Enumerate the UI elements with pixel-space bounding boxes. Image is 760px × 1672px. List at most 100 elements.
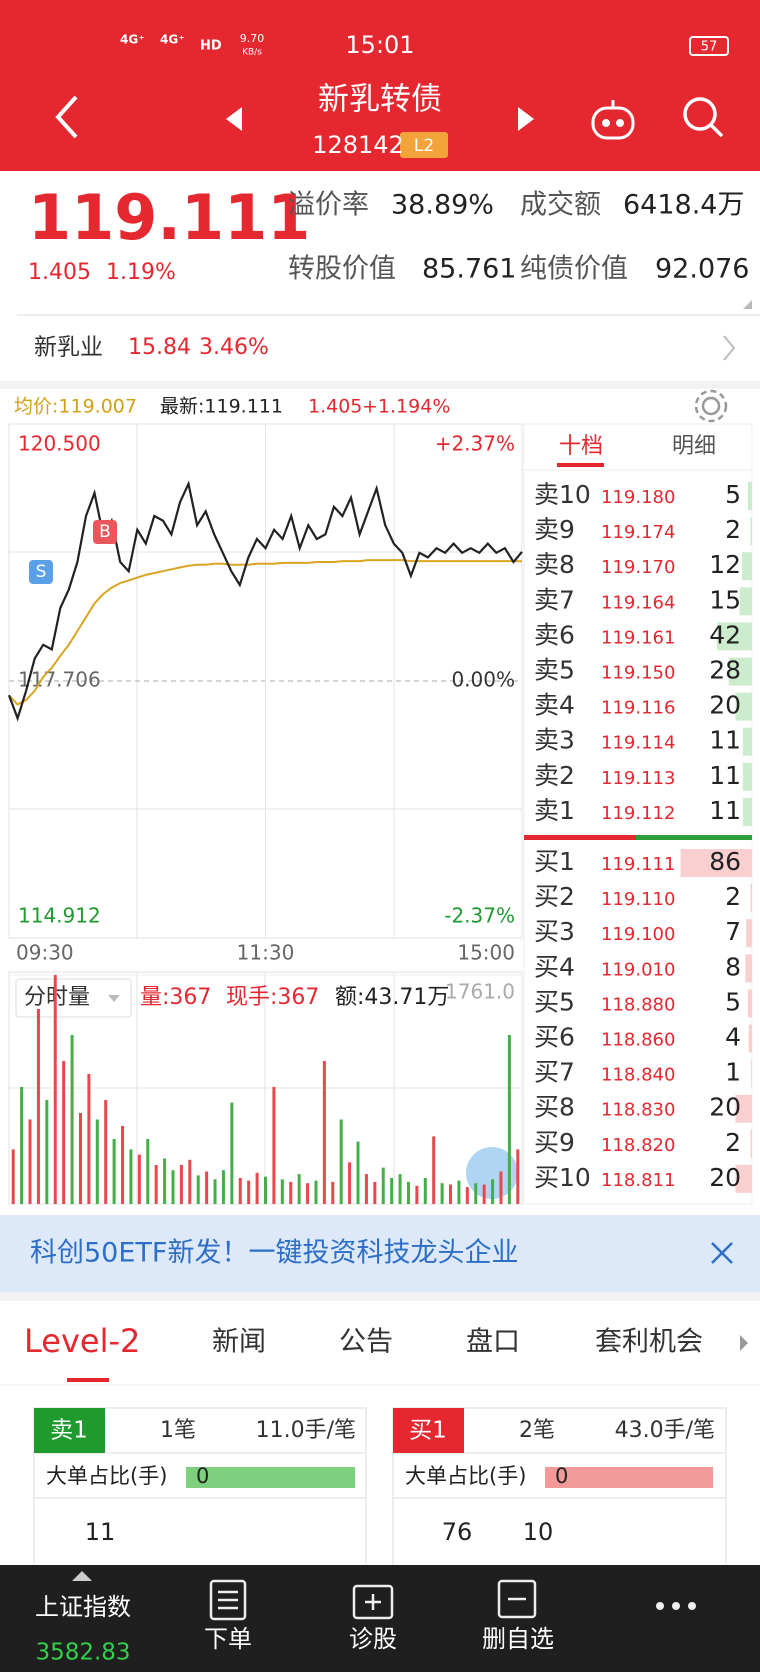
clock: 15:01	[345, 31, 414, 59]
sell-marker-label: S	[36, 562, 47, 582]
remove-icon[interactable]	[497, 1579, 537, 1619]
qty-bar	[750, 517, 752, 546]
order-icon[interactable]	[209, 1579, 247, 1621]
latest-label: 最新:119.111	[160, 396, 283, 418]
y-tick-label: 120.500	[18, 432, 101, 456]
label: 成交额	[520, 190, 601, 221]
level-qty: 4	[725, 1023, 741, 1052]
tab[interactable]: Level-2	[24, 1322, 140, 1360]
level-price: 118.811	[601, 1170, 675, 1191]
network: 4G⁺	[120, 33, 145, 47]
more-icon[interactable]	[656, 1602, 696, 1610]
nav-item[interactable]: 下单	[204, 1625, 252, 1653]
level-price: 119.010	[601, 959, 675, 980]
volume-bar	[348, 1162, 352, 1204]
battery-icon	[689, 36, 729, 56]
chg: 1.405	[308, 396, 362, 418]
level-price: 119.100	[601, 924, 675, 945]
banner[interactable]	[0, 1215, 760, 1292]
level-price: 118.860	[601, 1030, 675, 1051]
prev-button[interactable]	[226, 107, 242, 131]
tabs-more[interactable]	[740, 1335, 748, 1351]
level-price: 119.112	[601, 803, 675, 824]
banner-text[interactable]: 科创50ETF新发！一键投资科技龙头企业	[30, 1238, 518, 1269]
close-banner[interactable]	[711, 1242, 733, 1264]
qty-bar	[717, 622, 752, 651]
level-price: 119.114	[601, 733, 675, 754]
expand-arrow[interactable]	[72, 1571, 92, 1581]
volume-bar	[314, 1180, 318, 1204]
index-name[interactable]: 上证指数	[35, 1593, 131, 1621]
ratio-label: 大单占比(手)	[46, 1464, 167, 1488]
level-qty: 8	[725, 952, 741, 981]
ask-bid-divider	[636, 835, 752, 840]
volume-bar	[179, 1164, 183, 1204]
value: 92.076	[655, 254, 749, 285]
expand-chart[interactable]	[466, 1147, 518, 1199]
y-tick-label: 114.912	[18, 904, 101, 928]
qty-bar	[751, 1059, 752, 1088]
nav-item[interactable]: 删自选	[482, 1625, 554, 1653]
level-label: 卖8	[534, 550, 575, 579]
tab[interactable]: 新闻	[212, 1327, 266, 1358]
volume-bar	[28, 1119, 32, 1204]
value: 38.89%	[391, 190, 494, 221]
volume-bar	[499, 1171, 503, 1204]
gap	[0, 1292, 760, 1301]
level-qty: 20	[709, 1163, 741, 1192]
robot-icon[interactable]	[591, 100, 635, 140]
volume-bar	[297, 1174, 301, 1204]
qty-bar	[746, 919, 752, 948]
tab[interactable]: 明细	[672, 434, 716, 459]
volume-bar	[373, 1181, 377, 1204]
settings-icon[interactable]	[694, 389, 728, 423]
hand-label: 现手:367	[226, 985, 319, 1010]
search-icon[interactable]	[683, 97, 724, 138]
volume-label: 量:367	[140, 985, 211, 1010]
back-button[interactable]	[55, 95, 78, 139]
buy-badge	[393, 1408, 464, 1453]
tab[interactable]: 十档	[559, 434, 603, 459]
label: 溢价率	[288, 190, 369, 221]
amount-label: 额:43.71万	[335, 985, 449, 1010]
level-qty: 86	[709, 847, 741, 876]
level-qty: 2	[725, 882, 741, 911]
volume-bar	[112, 1138, 116, 1204]
volume-selector[interactable]	[15, 978, 132, 1018]
battery: 57	[701, 40, 718, 55]
stock-name[interactable]: 新乳业	[34, 335, 103, 361]
volume-bar	[474, 1183, 478, 1204]
level-label: 买5	[534, 987, 575, 1016]
next-button[interactable]	[518, 107, 534, 131]
level-label: 卖5	[534, 656, 575, 685]
diagnose-icon[interactable]	[352, 1584, 394, 1620]
volume-bar	[238, 1177, 242, 1204]
level-label: 卖2	[534, 761, 575, 790]
level-price: 119.116	[601, 698, 675, 719]
volume-bar	[247, 1180, 251, 1204]
tab[interactable]: 套利机会	[595, 1327, 703, 1358]
qty-bar	[745, 954, 752, 983]
level-label: 卖6	[534, 620, 575, 649]
avg: 43.0手/笔	[615, 1418, 715, 1443]
qty-bar	[735, 692, 752, 721]
nav-item[interactable]: 诊股	[349, 1625, 397, 1653]
corner-mark	[743, 300, 752, 309]
tab[interactable]: 公告	[339, 1327, 393, 1358]
level-price: 119.161	[601, 627, 675, 648]
tab[interactable]: 盘口	[466, 1327, 520, 1358]
level-qty: 11	[709, 761, 741, 790]
stock-chevron[interactable]	[723, 335, 736, 361]
volume-bar	[230, 1102, 234, 1204]
avg-line	[8, 559, 523, 706]
ratio-label: 大单占比(手)	[405, 1464, 526, 1488]
level-price: 119.113	[601, 768, 675, 789]
level-price: 118.880	[601, 994, 675, 1015]
volume-selector-label[interactable]: 分时量	[24, 985, 90, 1010]
volume-bar	[406, 1181, 410, 1204]
volume-bar	[289, 1181, 293, 1204]
count: 1笔	[160, 1418, 196, 1443]
level-label: 卖9	[534, 515, 575, 544]
volume-bar	[87, 1073, 91, 1204]
